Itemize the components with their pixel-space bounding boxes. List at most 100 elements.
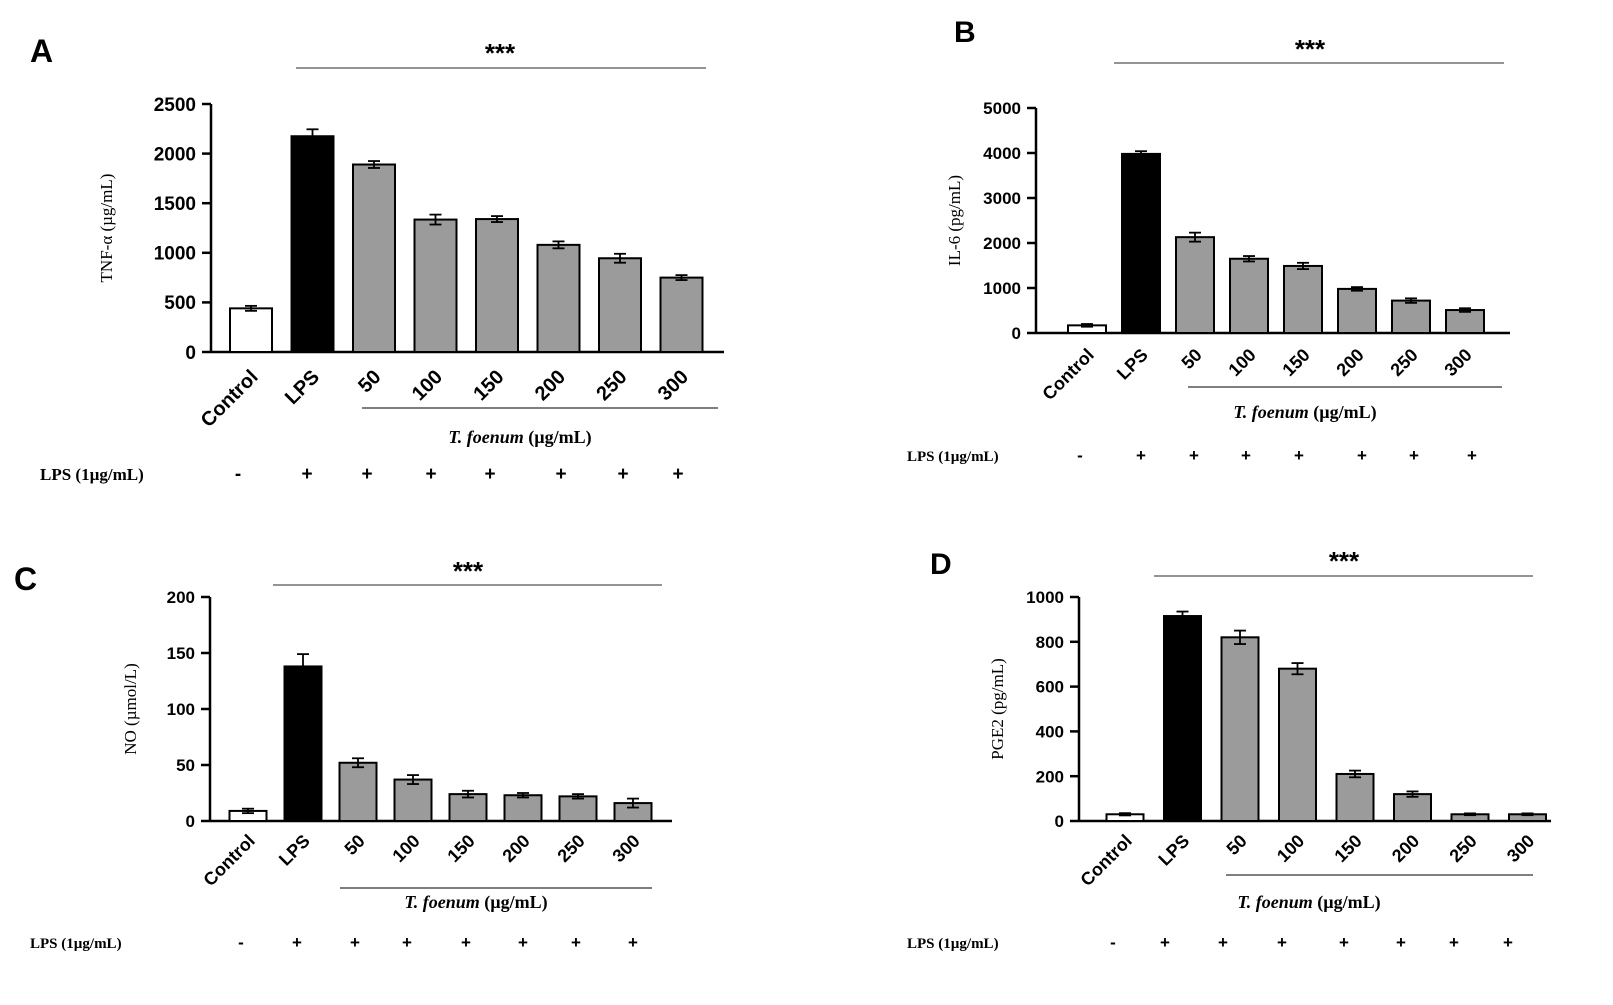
lps-row-sign: + (361, 464, 372, 485)
lps-row-sign: + (1160, 933, 1170, 952)
y-tick-label: 2500 (154, 95, 196, 116)
y-axis-label: TNF-α (µg/mL) (97, 174, 116, 283)
lps-row-sign: + (617, 464, 628, 485)
x-tick-label: 200 (1388, 831, 1423, 866)
bar-lps (1121, 152, 1161, 334)
bar-300 (659, 276, 704, 354)
lps-row-sign: + (425, 464, 436, 485)
bar-50 (1220, 636, 1260, 822)
bar-100 (1229, 257, 1269, 334)
lps-row-sign: + (1339, 933, 1349, 952)
bar-150 (475, 218, 519, 353)
lps-row-sign: + (571, 933, 581, 952)
lps-row-label: LPS (1µg/mL) (30, 936, 122, 952)
x-tick-label: 150 (443, 831, 478, 866)
panel-c: C *** 0 50 100 150 200 NO (µmol/L) Control LPS 50 1… (14, 556, 672, 952)
y-tick-label: 4000 (983, 144, 1021, 163)
bar-200 (1337, 287, 1377, 334)
panel-d: D *** 0 200 400 600 800 1000 PGE2 (pg/mL) Control… (907, 546, 1551, 952)
y-tick-label: 800 (1036, 633, 1064, 652)
bar-100 (393, 778, 433, 822)
significance-marker: *** (1329, 546, 1360, 576)
x-tick-label: LPS (275, 831, 314, 870)
y-tick-label: 150 (167, 644, 195, 663)
y-axis-label: PGE2 (pg/mL) (988, 658, 1007, 760)
y-tick-label: 1000 (1026, 588, 1064, 607)
lps-row-sign: + (1449, 933, 1459, 952)
x-tick-label: LPS (1154, 831, 1193, 870)
x-tick-label: 200 (531, 366, 570, 405)
x-tick-label: 100 (388, 831, 423, 866)
bar-50 (338, 761, 378, 823)
lps-row-sign: + (301, 464, 312, 485)
group-label: T. foenum (µg/mL) (448, 427, 591, 448)
x-tick-label: 200 (1332, 345, 1367, 380)
panel-label: D (930, 548, 952, 581)
lps-row-label: LPS (1µg/mL) (907, 936, 999, 952)
bar-200 (536, 243, 581, 353)
bar-250 (598, 257, 642, 354)
panel-label: B (954, 16, 976, 49)
x-tick-label: LPS (281, 366, 324, 409)
x-tick-label: 100 (1224, 345, 1259, 380)
x-tick-label: Control (1076, 831, 1135, 890)
lps-row-label: LPS (1µg/mL) (40, 465, 144, 484)
bar-100 (1278, 667, 1317, 822)
lps-row-sign: + (402, 933, 412, 952)
x-tick-label: 300 (654, 366, 693, 405)
x-tick-label: 100 (1273, 831, 1308, 866)
y-tick-label: 0 (186, 812, 195, 831)
bar-control (229, 307, 273, 353)
lps-row-sign: + (461, 933, 471, 952)
panel-label: C (14, 561, 37, 597)
y-tick-label: 200 (167, 588, 195, 607)
significance-marker: *** (453, 556, 484, 586)
x-tick-label: 150 (469, 366, 508, 405)
lps-row-sign: + (628, 933, 638, 952)
x-tick-label: 300 (1503, 831, 1538, 866)
y-tick-label: 1000 (983, 279, 1021, 298)
significance-marker: *** (485, 38, 516, 68)
lps-row-label: LPS (1µg/mL) (907, 449, 999, 465)
lps-row-sign: + (1218, 933, 1228, 952)
y-tick-label: 0 (185, 343, 196, 364)
y-tick-label: 50 (176, 756, 195, 775)
y-tick-label: 1500 (154, 194, 196, 215)
bar-100 (413, 218, 458, 353)
lps-row-sign: + (1189, 446, 1199, 465)
y-tick-label: 2000 (983, 234, 1021, 253)
bar-150 (1335, 772, 1375, 823)
y-tick-label: 100 (167, 700, 195, 719)
bar-200 (1393, 793, 1432, 822)
group-label: T. foenum (µg/mL) (1237, 892, 1380, 913)
lps-row-sign: + (1277, 933, 1287, 952)
lps-row-sign: + (555, 464, 566, 485)
y-axis-label: NO (µmol/L) (121, 663, 140, 754)
x-tick-label: Control (197, 366, 263, 432)
panel-label: A (30, 33, 53, 69)
x-tick-label: 250 (1386, 345, 1421, 380)
x-tick-label: 150 (1278, 345, 1313, 380)
lps-row-sign: + (1396, 933, 1406, 952)
bar-50 (352, 163, 396, 353)
bar-lps (1163, 615, 1202, 822)
x-tick-label: 250 (1445, 831, 1480, 866)
bar-150 (448, 793, 488, 822)
y-tick-label: 500 (164, 293, 196, 314)
bar-250 (1391, 299, 1431, 335)
x-tick-label: 300 (608, 831, 643, 866)
lps-row-sign: - (1077, 446, 1083, 465)
lps-row-sign: + (292, 933, 302, 952)
lps-row-sign: - (235, 464, 241, 485)
x-tick-label: 100 (408, 366, 447, 405)
lps-row-sign: + (1294, 446, 1304, 465)
x-tick-label: 50 (1223, 831, 1251, 859)
x-tick-label: 50 (354, 366, 385, 397)
y-tick-label: 2000 (154, 144, 196, 165)
panel-a: A *** 0 500 1000 1500 2000 2500 TNF-α (µg/mL) Con… (30, 33, 724, 485)
lps-row-sign: + (1136, 446, 1146, 465)
bar-250 (558, 795, 598, 822)
lps-row-sign: - (1110, 933, 1116, 952)
lps-row-sign: + (1503, 933, 1513, 952)
